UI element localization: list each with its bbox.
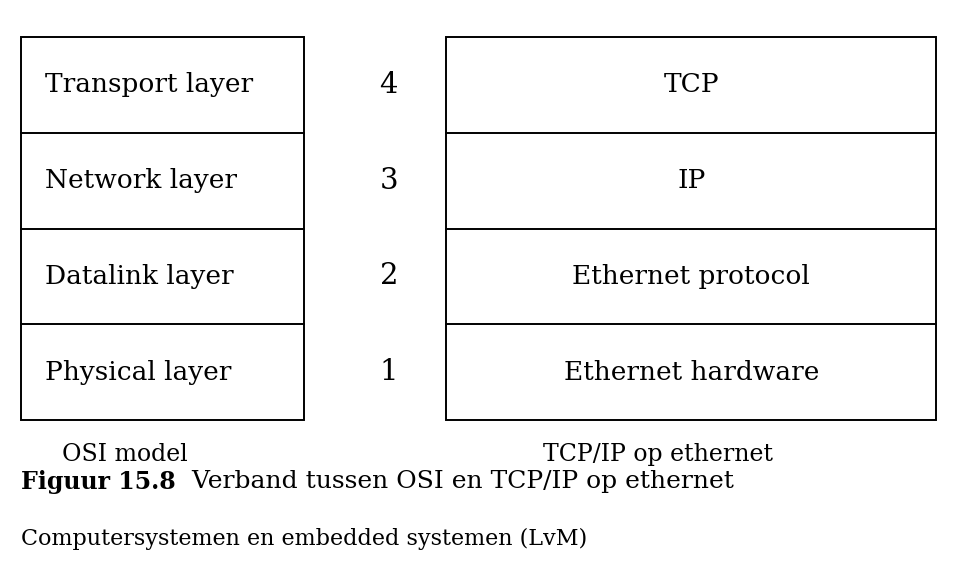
- Text: TCP/IP op ethernet: TCP/IP op ethernet: [542, 443, 773, 466]
- Text: Transport layer: Transport layer: [45, 72, 253, 97]
- Text: 4: 4: [379, 71, 398, 99]
- Text: IP: IP: [677, 168, 706, 193]
- Text: Datalink layer: Datalink layer: [45, 264, 233, 289]
- Text: Computersystemen en embedded systemen (LvM): Computersystemen en embedded systemen (L…: [21, 528, 588, 549]
- Bar: [21, 37, 304, 420]
- Text: OSI model: OSI model: [62, 443, 187, 466]
- Text: Figuur 15.8: Figuur 15.8: [21, 470, 176, 494]
- Text: TCP: TCP: [663, 72, 719, 97]
- Text: Network layer: Network layer: [45, 168, 237, 193]
- Text: 2: 2: [379, 262, 398, 291]
- Text: Ethernet protocol: Ethernet protocol: [572, 264, 810, 289]
- Text: Ethernet hardware: Ethernet hardware: [564, 360, 819, 385]
- Text: Physical layer: Physical layer: [45, 360, 231, 385]
- Bar: [446, 37, 936, 420]
- Text: Verband tussen OSI en TCP/IP op ethernet: Verband tussen OSI en TCP/IP op ethernet: [168, 470, 733, 493]
- Text: 3: 3: [379, 166, 398, 195]
- Text: 1: 1: [379, 358, 398, 386]
